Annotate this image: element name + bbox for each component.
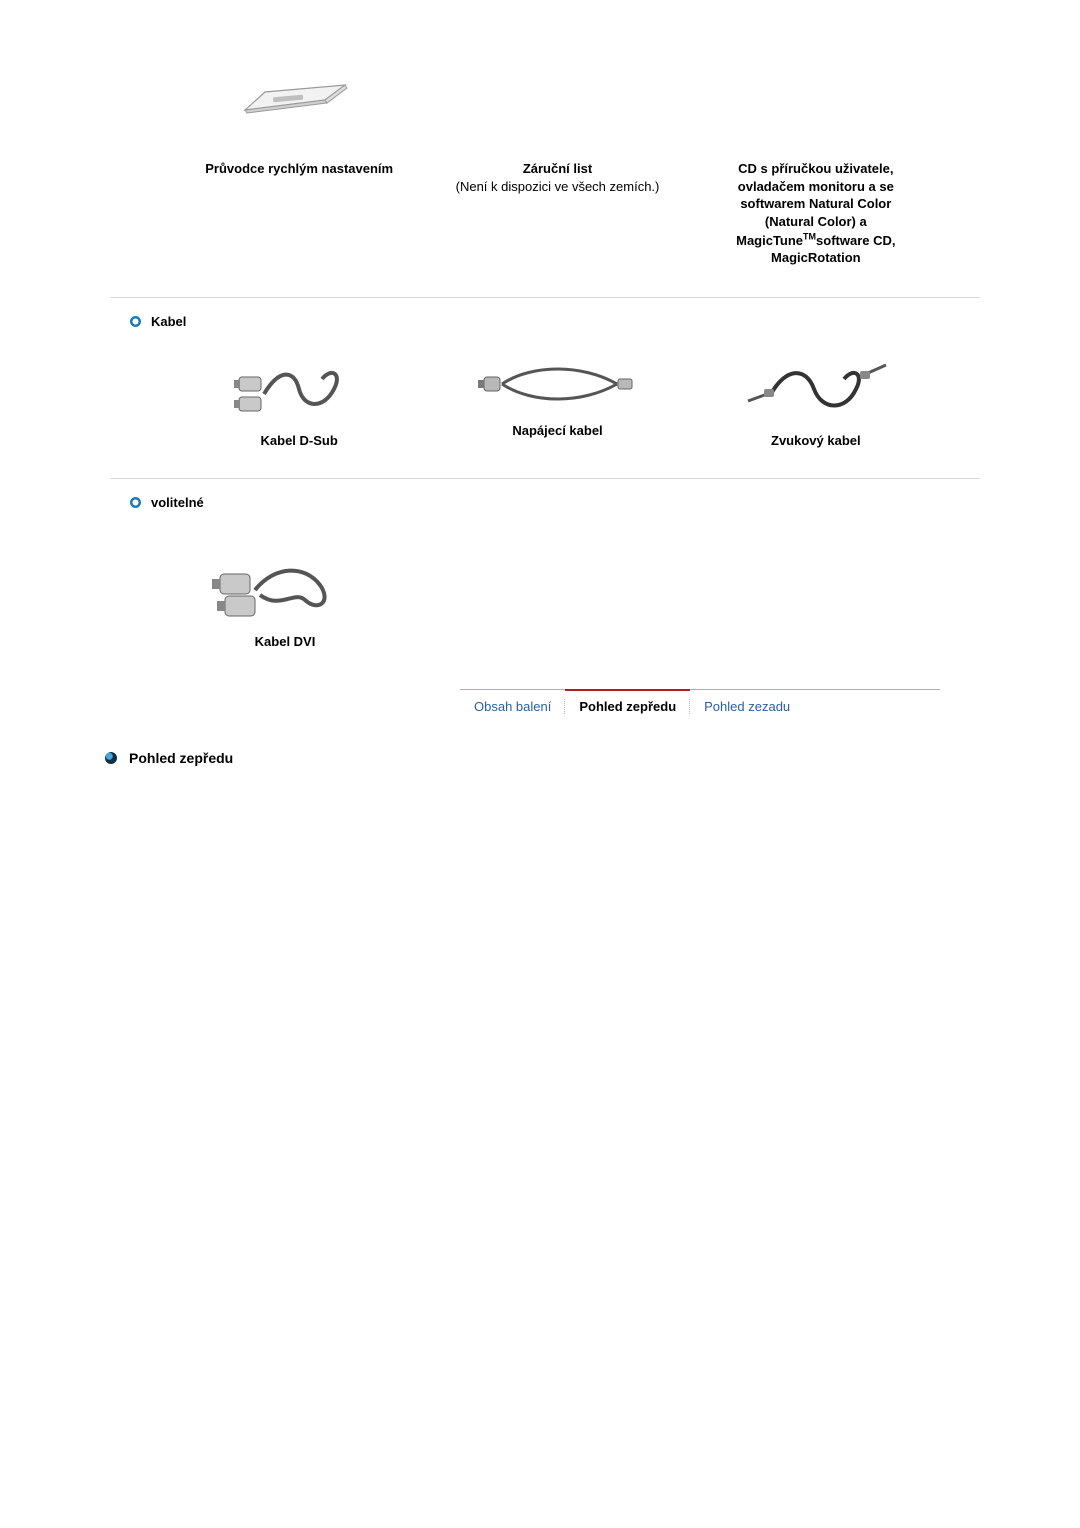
page: Průvodce rychlým nastavením Záruční list…	[0, 0, 1080, 806]
separator	[110, 297, 980, 298]
doc-cd-l3: softwarem Natural Color	[740, 196, 891, 211]
optional-row: Kabel DVI	[175, 540, 395, 649]
doc-cd-l5-tm: TM	[803, 231, 816, 241]
doc-cd-l6: MagicRotation	[771, 250, 861, 265]
cable-power: Napájecí kabel	[433, 349, 681, 448]
doc-warranty: Záruční list (Není k dispozici ve všech …	[433, 160, 681, 195]
doc-quick-setup: Průvodce rychlým nastavením	[175, 160, 423, 178]
cable-power-caption: Napájecí kabel	[433, 423, 681, 438]
separator	[110, 478, 980, 479]
tabs: Obsah balení Pohled zepředu Pohled zezad…	[460, 689, 940, 720]
cable-audio: Zvukový kabel	[692, 349, 940, 448]
tab-package-contents[interactable]: Obsah balení	[460, 689, 565, 720]
section-head-cable: Kabel	[130, 314, 980, 329]
doc-quick-setup-title: Průvodce rychlým nastavením	[205, 161, 393, 176]
doc-warranty-title: Záruční list	[523, 161, 592, 176]
section-head-front: Pohled zepředu	[105, 750, 980, 766]
cable-dsub: Kabel D-Sub	[175, 349, 423, 448]
cable-dsub-caption: Kabel D-Sub	[175, 433, 423, 448]
doc-cd-l1: CD s příručkou uživatele,	[738, 161, 893, 176]
bullet-icon	[130, 497, 141, 508]
cables-row: Kabel D-Sub Napájecí kabel Zvukový kabel	[175, 349, 940, 448]
docs-row: Průvodce rychlým nastavením Záruční list…	[175, 160, 940, 267]
cable-audio-caption: Zvukový kabel	[692, 433, 940, 448]
tab-front-view[interactable]: Pohled zepředu	[565, 689, 690, 720]
doc-cd-l5-post: software CD,	[816, 233, 895, 248]
doc-cd-l4: (Natural Color) a	[765, 214, 867, 229]
section-front-label: Pohled zepředu	[129, 750, 233, 766]
doc-cd: CD s příručkou uživatele, ovladačem moni…	[692, 160, 940, 267]
cable-dvi-caption: Kabel DVI	[175, 634, 395, 649]
doc-warranty-note: (Není k dispozici ve všech zemích.)	[456, 179, 660, 194]
bullet-icon	[130, 316, 141, 327]
bullet-dark-icon	[105, 752, 117, 764]
section-cable-label: Kabel	[151, 314, 186, 329]
doc-cd-l5-pre: MagicTune	[736, 233, 803, 248]
section-optional-label: volitelné	[151, 495, 204, 510]
tab-rear-view[interactable]: Pohled zezadu	[690, 689, 804, 720]
section-head-optional: volitelné	[130, 495, 980, 510]
quick-setup-illustration	[225, 60, 980, 130]
doc-cd-l2: ovladačem monitoru a se	[738, 179, 894, 194]
